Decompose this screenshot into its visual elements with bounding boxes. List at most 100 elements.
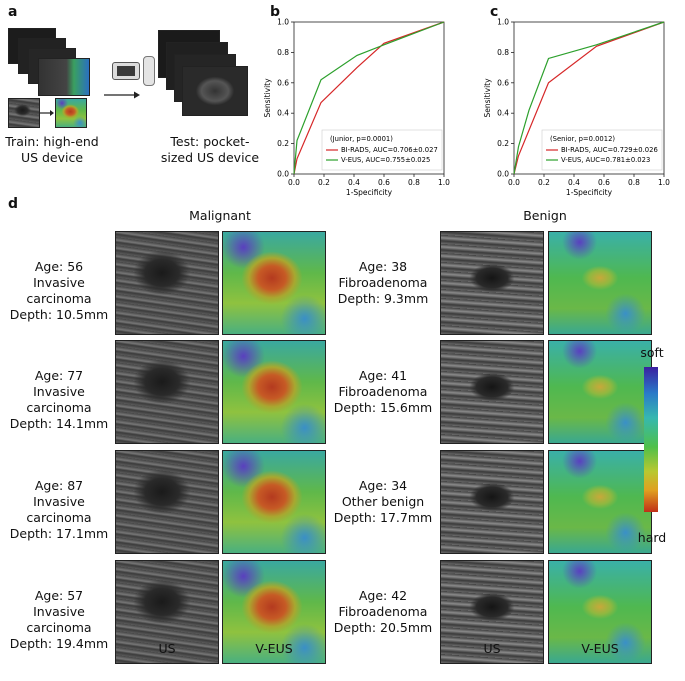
benign-veus-image (548, 450, 652, 554)
column-label-veus: V-EUS (255, 641, 293, 656)
roc-series-line-veus (293, 21, 445, 175)
benign-case-label: Age: 42 Fibroadenoma Depth: 20.5mm (324, 588, 442, 636)
train-image (38, 58, 90, 96)
colorbar-bottom-label: hard (637, 530, 667, 545)
legend-title: (Senior, p=0.0012) (550, 135, 615, 143)
malignant-us-image (115, 340, 219, 444)
x-axis-label: 1-Specificity (346, 188, 393, 197)
x-tick-label: 0.8 (628, 178, 640, 187)
x-tick-label: 0.6 (598, 178, 610, 187)
roc-series-line-veus (513, 21, 665, 175)
case-type: Fibroadenoma (338, 384, 428, 399)
column-label-us: US (158, 641, 176, 656)
y-tick-label: 0.6 (497, 78, 509, 87)
column-label-veus: V-EUS (581, 641, 619, 656)
case-age: Age: 57 (34, 588, 84, 603)
case-age: Age: 56 (34, 259, 84, 274)
malignant-title: Malignant (189, 208, 251, 223)
legend-entry: BI-RADS, AUC=0.729±0.026 (561, 146, 658, 154)
y-tick-label: 0.4 (497, 109, 509, 118)
arrow-icon (40, 110, 54, 116)
x-tick-label: 0.2 (318, 178, 330, 187)
legend-entry: BI-RADS, AUC=0.706±0.027 (341, 146, 438, 154)
benign-title: Benign (523, 208, 567, 223)
case-depth: Depth: 17.7mm (333, 510, 433, 525)
malignant-us-image (115, 450, 219, 554)
benign-veus-image (548, 231, 652, 335)
y-tick-label: 0.0 (497, 170, 509, 179)
malignant-us-image (115, 560, 219, 664)
case-depth: Depth: 14.1mm (9, 416, 109, 431)
x-tick-label: 1.0 (438, 178, 450, 187)
roc-series-line-birads (293, 21, 445, 175)
benign-case-label: Age: 41 Fibroadenoma Depth: 15.6mm (324, 368, 442, 416)
x-tick-label: 0.8 (408, 178, 420, 187)
malignant-case-label: Age: 56 Invasive carcinoma Depth: 10.5mm (0, 259, 118, 323)
y-tick-label: 0.6 (277, 78, 289, 87)
malignant-case-label: Age: 77 Invasive carcinoma Depth: 14.1mm (0, 368, 118, 432)
train-us-thumb (8, 98, 40, 128)
malignant-veus-image (222, 450, 326, 554)
panel-letter-d: d (8, 196, 19, 212)
test-caption: Test: pocket- sized US device (160, 134, 260, 165)
malignant-case-label: Age: 87 Invasive carcinoma Depth: 17.1mm (0, 478, 118, 542)
benign-us-image (440, 450, 544, 554)
arrow-icon (104, 91, 140, 99)
case-age: Age: 41 (358, 368, 408, 383)
y-tick-label: 0.2 (497, 139, 509, 148)
y-axis-label: Sensitivity (483, 78, 492, 118)
roc-chart-senior: 0.0 0.2 0.4 0.6 0.8 1.0 0.0 0.2 0.4 0.6 0.8 1.0 1-Sp… (483, 18, 670, 198)
case-depth: Depth: 17.1mm (9, 526, 109, 541)
y-tick-label: 0.8 (497, 48, 509, 57)
case-type: Invasive carcinoma (26, 384, 92, 415)
case-age: Age: 34 (358, 478, 408, 493)
case-type: Fibroadenoma (338, 604, 428, 619)
roc-chart-junior: 0.0 0.2 0.4 0.6 0.8 1.0 0.0 0.2 0.4 0.6 0.8 1.0 1-Sp… (263, 18, 450, 198)
train-veus-thumb (55, 98, 87, 128)
benign-us-image (440, 340, 544, 444)
roc-series-line-birads (513, 21, 665, 175)
x-tick-label: 1.0 (658, 178, 670, 187)
x-axis-label: 1-Specificity (566, 188, 613, 197)
y-tick-label: 0.8 (277, 48, 289, 57)
case-depth: Depth: 19.4mm (9, 636, 109, 651)
malignant-veus-image (222, 231, 326, 335)
train-caption: Train: high-end US device (5, 134, 99, 165)
benign-veus-image (548, 560, 652, 664)
case-depth: Depth: 20.5mm (333, 620, 433, 635)
panel-letter-b: b (270, 4, 281, 20)
case-type: Invasive carcinoma (26, 494, 92, 525)
y-tick-label: 1.0 (497, 18, 509, 27)
stiffness-colorbar (644, 367, 658, 512)
malignant-veus-image (222, 340, 326, 444)
y-tick-label: 0.0 (277, 170, 289, 179)
benign-us-image (440, 231, 544, 335)
benign-case-label: Age: 38 Fibroadenoma Depth: 9.3mm (324, 259, 442, 307)
malignant-veus-image (222, 560, 326, 664)
malignant-case-label: Age: 57 Invasive carcinoma Depth: 19.4mm (0, 588, 118, 652)
benign-veus-image (548, 340, 652, 444)
y-axis-label: Sensitivity (263, 78, 272, 118)
legend-entry: V-EUS, AUC=0.755±0.025 (341, 156, 430, 164)
x-tick-label: 0.6 (378, 178, 390, 187)
panel-letter-c: c (490, 4, 499, 20)
colorbar-top-label: soft (640, 345, 664, 360)
case-age: Age: 38 (358, 259, 408, 274)
legend-box (541, 129, 663, 171)
y-tick-label: 0.4 (277, 109, 289, 118)
case-depth: Depth: 10.5mm (9, 307, 109, 322)
case-type: Invasive carcinoma (26, 604, 92, 635)
y-tick-label: 1.0 (277, 18, 289, 27)
case-type: Fibroadenoma (338, 275, 428, 290)
benign-case-label: Age: 34 Other benign Depth: 17.7mm (324, 478, 442, 526)
case-type: Invasive carcinoma (26, 275, 92, 306)
case-age: Age: 77 (34, 368, 84, 383)
legend-title: (Junior, p=0.0001) (330, 135, 393, 143)
y-tick-label: 0.2 (277, 139, 289, 148)
x-tick-label: 0.0 (288, 178, 300, 187)
x-tick-label: 0.4 (568, 178, 580, 187)
malignant-us-image (115, 231, 219, 335)
test-image (182, 66, 248, 116)
case-depth: Depth: 9.3mm (337, 291, 429, 306)
case-age: Age: 87 (34, 478, 84, 493)
